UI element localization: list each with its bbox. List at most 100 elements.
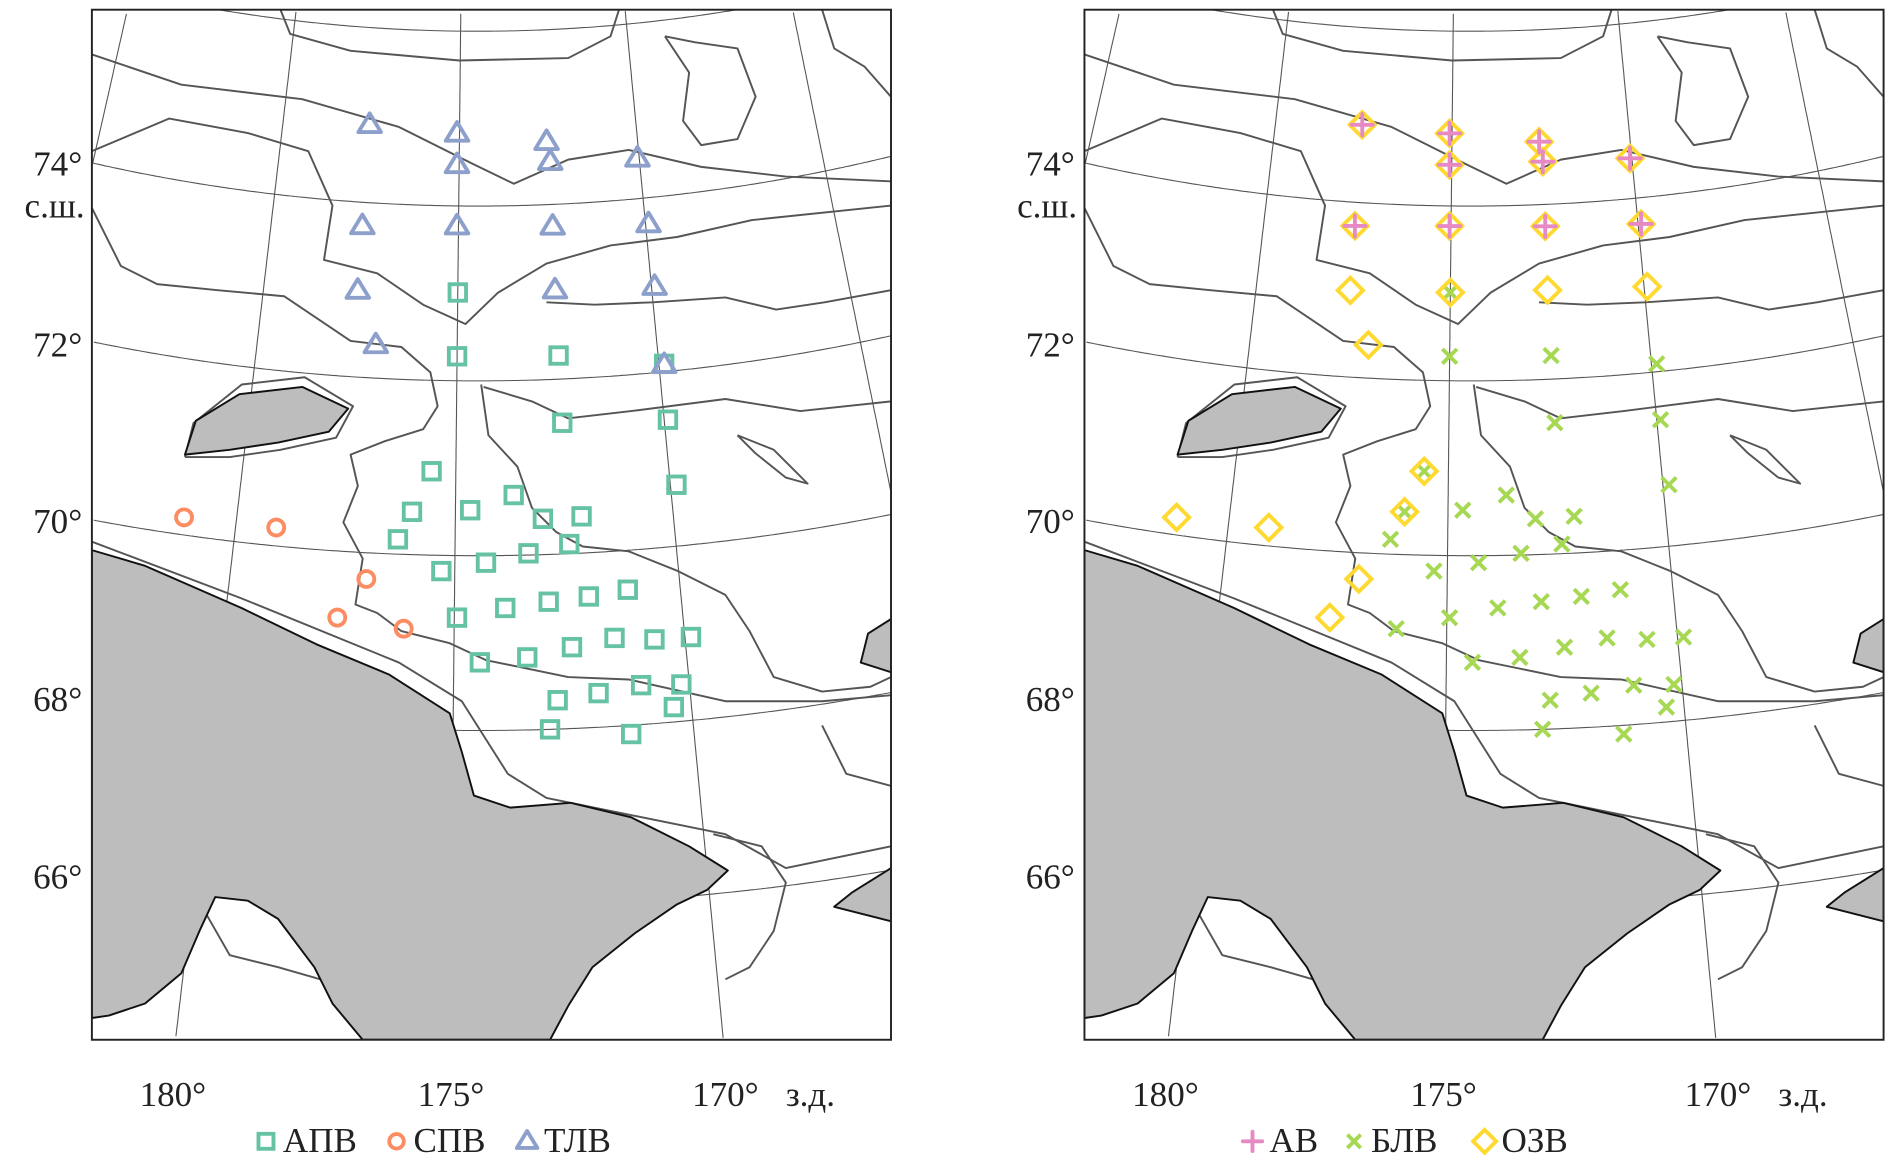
diamond-marker <box>1470 1127 1499 1156</box>
square-marker <box>571 506 592 527</box>
diamond-marker <box>1434 149 1465 181</box>
plus-marker <box>1617 145 1643 171</box>
triangle-marker <box>443 151 471 175</box>
square-marker <box>539 719 561 740</box>
square-marker <box>475 552 497 573</box>
square-marker <box>644 629 665 650</box>
square-marker <box>447 282 468 303</box>
cross-marker <box>1440 347 1459 365</box>
triangle-marker <box>635 210 662 234</box>
square-marker <box>421 461 442 482</box>
circle-marker <box>393 618 414 639</box>
cross-marker <box>1598 629 1616 647</box>
legend-label: СПВ <box>413 1121 485 1159</box>
triangle-marker <box>537 148 564 171</box>
square-marker <box>548 345 569 366</box>
cross-marker <box>1615 725 1633 743</box>
square-marker <box>538 591 559 612</box>
lat-axis-label: с.ш. <box>25 187 85 226</box>
cross-marker <box>1638 630 1656 649</box>
series-circle <box>174 507 414 639</box>
cross-marker <box>1497 486 1515 504</box>
square-marker <box>621 723 642 745</box>
cross-marker <box>1553 535 1571 553</box>
station-markers <box>174 111 702 745</box>
diamond-marker <box>1408 455 1440 487</box>
cross-marker <box>1381 530 1400 548</box>
triangle-marker <box>443 120 471 143</box>
cross-marker <box>1565 507 1583 526</box>
triangle-marker <box>541 276 569 300</box>
square-marker <box>387 529 409 550</box>
lat-tick-label: 72° <box>33 326 82 365</box>
square-marker <box>431 560 452 582</box>
circle-marker <box>356 569 377 589</box>
square-marker <box>256 1131 276 1151</box>
lat-tick-label: 68° <box>33 680 82 719</box>
lon-tick-label: 175° <box>1410 1075 1477 1114</box>
diamond-marker <box>1334 275 1366 306</box>
series-triangle <box>344 111 678 375</box>
cross-marker <box>1532 593 1550 611</box>
lon-tick-label: 180° <box>140 1075 207 1114</box>
square-marker <box>446 607 468 628</box>
cross-marker <box>1511 648 1529 667</box>
triangle-marker <box>443 212 471 236</box>
circle-marker <box>266 517 287 538</box>
cross-marker <box>1582 684 1600 702</box>
lat-tick-label: 66° <box>1026 858 1075 897</box>
lon-tick-label: 175° <box>418 1075 485 1114</box>
triangle-marker <box>349 212 376 236</box>
square-marker <box>401 501 423 522</box>
square-marker <box>552 412 573 433</box>
lat-tick-labels: 74° с.ш. 72° 70° 68° 66° <box>1017 144 1077 896</box>
cross-marker <box>1425 562 1443 580</box>
square-marker <box>617 579 638 600</box>
square-marker <box>561 636 583 658</box>
plus-marker <box>1349 112 1375 138</box>
cross-marker <box>1546 414 1564 432</box>
cross-marker <box>1674 628 1693 646</box>
circle-marker <box>327 607 348 628</box>
circle-marker <box>387 1132 406 1151</box>
cross-marker <box>1665 675 1683 694</box>
cross-marker <box>1533 720 1552 739</box>
triangle-marker <box>514 1129 540 1150</box>
plus-marker <box>1532 213 1558 239</box>
cross-marker <box>1387 620 1405 638</box>
cross-marker <box>1542 346 1560 365</box>
diamond-marker <box>1614 142 1646 174</box>
square-marker <box>469 652 491 673</box>
square-marker <box>446 346 468 367</box>
triangle-marker <box>344 277 372 300</box>
diamond-marker <box>1434 277 1466 308</box>
lon-tick-label: 180° <box>1132 1075 1199 1114</box>
diamond-marker <box>1346 109 1378 141</box>
plus-marker <box>1530 149 1556 175</box>
cross-marker <box>1611 581 1630 599</box>
lat-tick-label: 74° <box>33 144 82 183</box>
square-marker <box>547 690 568 711</box>
plus-marker <box>1526 129 1552 155</box>
lat-tick-label: 70° <box>1026 502 1075 541</box>
diamond-marker <box>1527 146 1559 178</box>
diamond-marker <box>1161 501 1193 533</box>
diamond-marker <box>1339 210 1371 242</box>
lat-axis-label: с.ш. <box>1017 187 1077 226</box>
square-marker <box>518 543 539 564</box>
square-marker <box>559 533 580 555</box>
diamond-marker <box>1253 512 1285 543</box>
cross-marker <box>1512 544 1530 562</box>
plus-marker <box>1628 211 1654 237</box>
lon-tick-label: 170° <box>692 1075 759 1114</box>
plus-marker <box>1436 152 1463 178</box>
triangle-marker <box>650 351 678 375</box>
square-marker <box>503 484 524 506</box>
square-marker <box>495 597 516 619</box>
legend: АВ БЛВ ОЗВ <box>1240 1121 1568 1159</box>
cross-marker <box>1657 698 1676 716</box>
triangle-marker <box>356 111 383 135</box>
cross-marker <box>1454 501 1472 519</box>
basemap <box>1084 10 1883 1040</box>
lon-axis-label: з.д. <box>786 1075 835 1114</box>
